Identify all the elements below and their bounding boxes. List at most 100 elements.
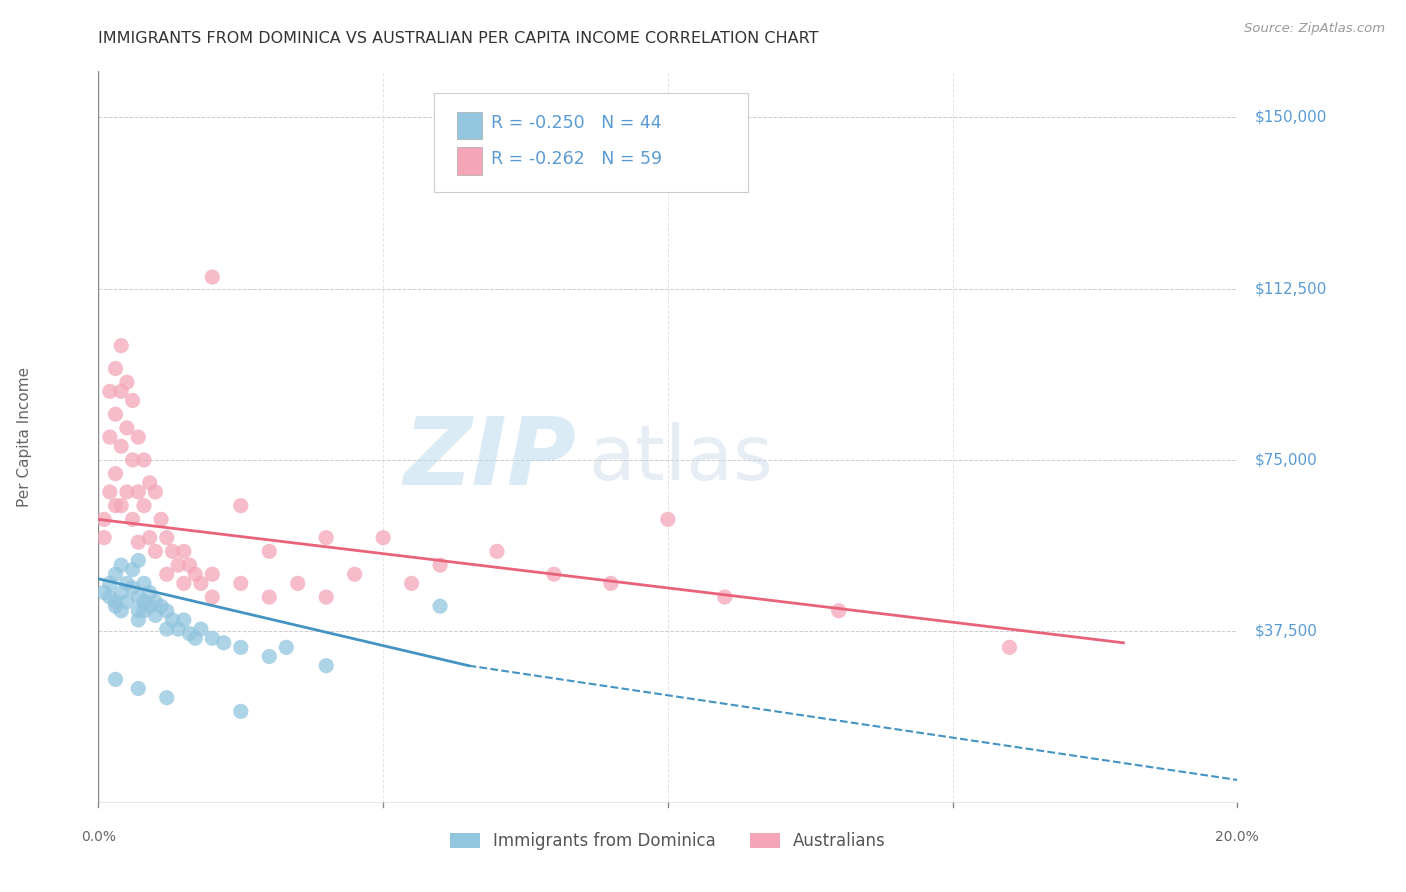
Point [429,599,451,614]
Point [104,499,127,513]
Point [201,567,224,582]
Point [132,453,155,467]
Text: Source: ZipAtlas.com: Source: ZipAtlas.com [1244,22,1385,36]
Point [201,632,224,646]
Point [657,512,679,526]
Point [127,613,149,627]
Point [127,590,149,604]
Point [229,499,252,513]
Point [259,590,281,604]
Point [132,499,155,513]
Point [543,567,565,582]
Text: 20.0%: 20.0% [1215,830,1260,844]
Text: $75,000: $75,000 [1254,452,1317,467]
Point [132,604,155,618]
Point [373,531,395,545]
Point [229,705,252,719]
Point [138,599,160,614]
Point [190,622,212,636]
Point [429,558,451,573]
Point [121,581,143,595]
Point [229,640,252,655]
Point [127,430,149,444]
Point [229,576,252,591]
Text: R = -0.250   N = 44: R = -0.250 N = 44 [491,113,662,131]
Point [121,563,143,577]
Point [150,512,173,526]
Point [115,576,138,591]
Point [259,544,281,558]
Legend: Immigrants from Dominica, Australians: Immigrants from Dominica, Australians [443,825,893,856]
Text: $112,500: $112,500 [1254,281,1327,296]
Point [110,499,132,513]
Point [184,632,207,646]
Point [104,599,127,614]
Text: R = -0.262   N = 59: R = -0.262 N = 59 [491,150,662,168]
Point [110,439,132,453]
Point [201,590,224,604]
Point [162,613,184,627]
Point [156,604,179,618]
Point [115,484,138,499]
Point [162,544,184,558]
Point [156,567,179,582]
Point [93,512,115,526]
Point [104,407,127,421]
Point [173,576,195,591]
Point [173,613,195,627]
Point [138,475,160,490]
Point [110,604,132,618]
Point [486,544,509,558]
Point [115,375,138,389]
Point [276,640,298,655]
Point [132,576,155,591]
Point [127,484,149,499]
Point [132,594,155,608]
Point [93,531,115,545]
Text: Per Capita Income: Per Capita Income [17,367,32,508]
Point [104,673,127,687]
Point [93,585,115,599]
Point [201,270,224,285]
Point [156,622,179,636]
Point [184,567,207,582]
Point [98,590,121,604]
Point [179,558,201,573]
Point [115,421,138,435]
Point [138,531,160,545]
Point [145,594,167,608]
Point [190,576,212,591]
Point [98,576,121,591]
Point [121,453,143,467]
Point [127,681,149,696]
Point [121,393,143,408]
Point [600,576,623,591]
Text: $37,500: $37,500 [1254,624,1317,639]
Point [179,626,201,640]
Point [127,604,149,618]
Point [150,599,173,614]
Text: $150,000: $150,000 [1254,110,1327,125]
Point [315,590,337,604]
Text: ZIP: ZIP [404,413,576,505]
Point [173,544,195,558]
Point [212,636,235,650]
Point [401,576,423,591]
Point [138,585,160,599]
Text: 0.0%: 0.0% [82,830,115,844]
Point [259,649,281,664]
Point [98,430,121,444]
Point [156,531,179,545]
Point [145,608,167,623]
Point [98,484,121,499]
Point [110,384,132,399]
Point [110,558,132,573]
Point [167,558,190,573]
Point [110,338,132,352]
Point [121,512,143,526]
Point [98,384,121,399]
Point [315,531,337,545]
Point [156,690,179,705]
Text: IMMIGRANTS FROM DOMINICA VS AUSTRALIAN PER CAPITA INCOME CORRELATION CHART: IMMIGRANTS FROM DOMINICA VS AUSTRALIAN P… [98,31,818,46]
Point [104,567,127,582]
